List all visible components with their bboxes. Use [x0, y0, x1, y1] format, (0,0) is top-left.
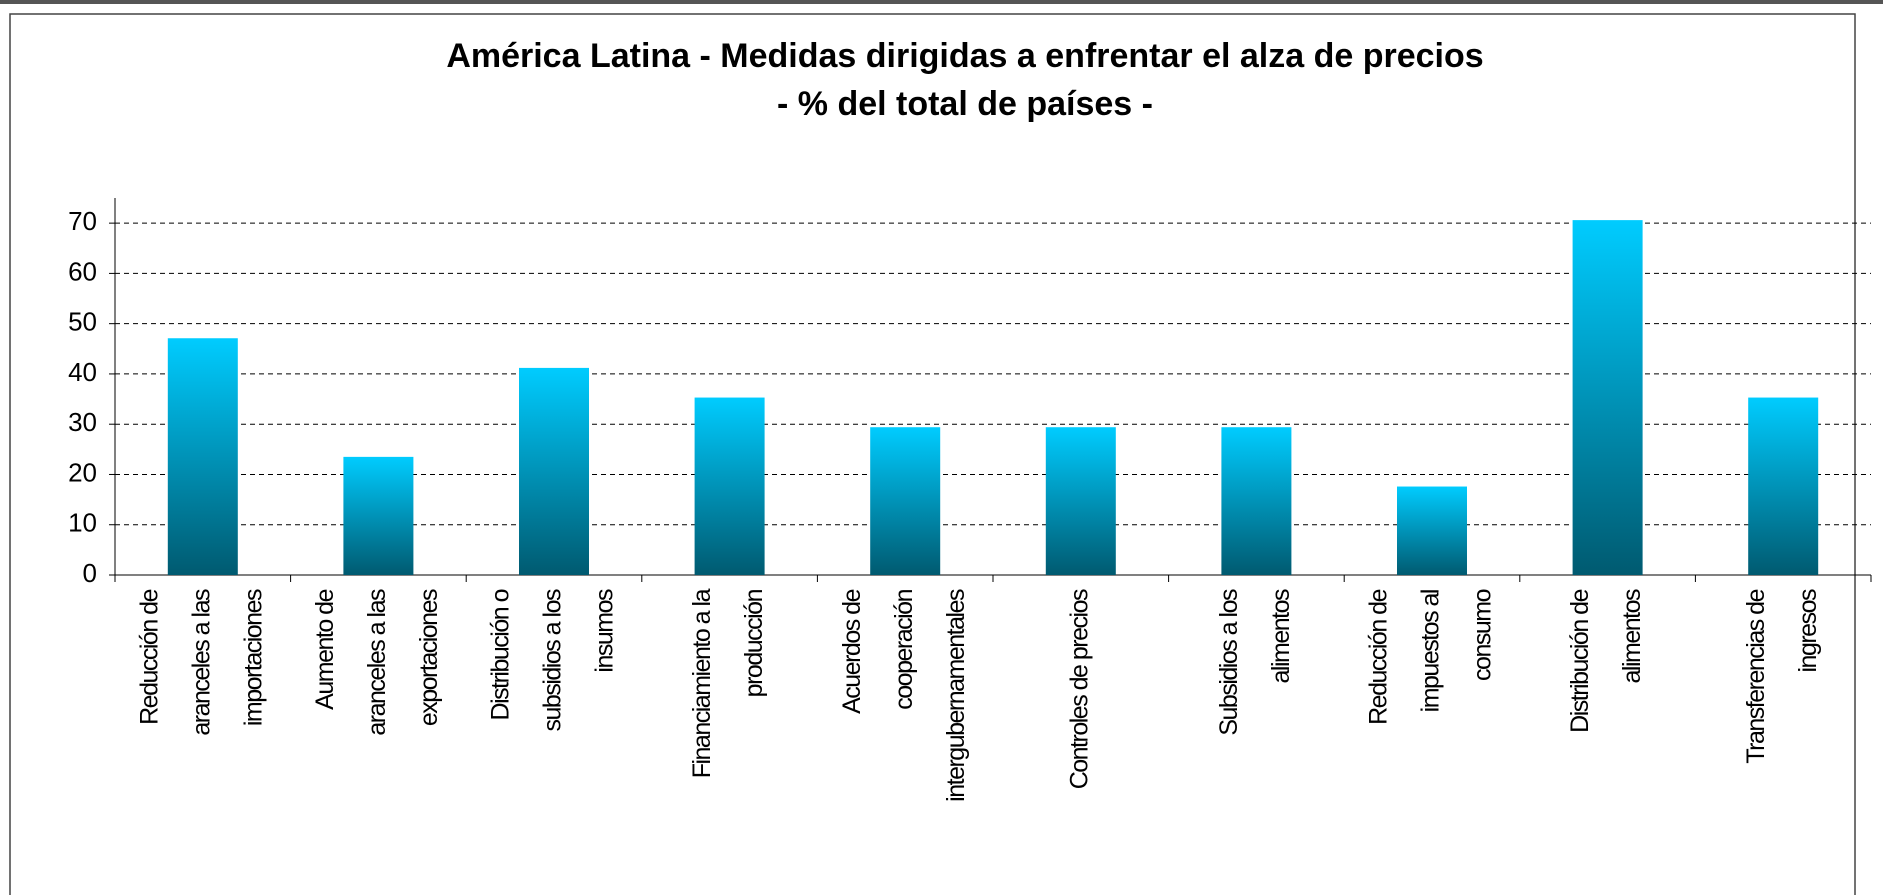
y-tick-label: 20: [68, 457, 97, 487]
x-tick-label: alimentos: [1618, 589, 1646, 683]
x-tick-label: importaciones: [239, 589, 267, 726]
y-tick-label: 0: [83, 558, 97, 588]
x-tick-label: exportaciones: [415, 589, 443, 726]
bar: [1748, 397, 1819, 575]
x-tick-label: consumo: [1469, 589, 1497, 681]
x-tick-label: Transferencias de: [1742, 589, 1770, 763]
y-tick-label: 50: [68, 307, 97, 337]
y-tick-label: 70: [68, 206, 97, 236]
x-tick-label: Acuerdos de: [838, 589, 866, 713]
bar: [1397, 486, 1467, 575]
y-tick-label: 10: [68, 508, 97, 538]
bar: [1045, 427, 1116, 575]
x-tick-label: Distribución o: [487, 589, 515, 720]
x-tick-label: Controles de precios: [1065, 589, 1093, 789]
bar: [870, 427, 941, 575]
y-tick-label: 60: [68, 256, 97, 286]
chart-subtitle: - % del total de países -: [777, 85, 1153, 123]
bar: [167, 338, 238, 575]
x-tick-label: Aumento de: [311, 589, 339, 709]
x-tick-label: impuestos al: [1417, 590, 1445, 712]
bar: [519, 367, 589, 575]
x-tick-label: cooperación: [890, 589, 918, 709]
bar: [694, 397, 765, 575]
y-tick-label: 40: [68, 357, 97, 387]
x-tick-label: alimentos: [1267, 589, 1295, 683]
x-tick-label: producción: [740, 589, 768, 697]
x-tick-label: Subsidios a los: [1215, 589, 1243, 736]
x-tick-label: Reducción de: [135, 589, 163, 724]
bar: [1221, 427, 1292, 575]
x-tick-label: subsidios a los: [539, 589, 567, 731]
frame: [9, 13, 1856, 895]
x-tick-label: Distribución de: [1566, 589, 1594, 732]
x-tick-label: insumos: [591, 589, 619, 673]
x-tick-label: intergubernamentales: [942, 589, 970, 802]
bar: [1572, 220, 1643, 575]
chart-title: América Latina - Medidas dirigidas a enf…: [446, 37, 1483, 75]
x-tick-label: Reducción de: [1365, 589, 1393, 724]
x-tick-label: aranceles a las: [363, 589, 391, 736]
x-tick-label: aranceles a las: [187, 589, 215, 736]
x-tick-label: Financiamiento a la: [688, 588, 716, 778]
y-tick-label: 30: [68, 407, 97, 437]
bar: [343, 456, 414, 575]
x-tick-label: ingresos: [1794, 589, 1822, 672]
